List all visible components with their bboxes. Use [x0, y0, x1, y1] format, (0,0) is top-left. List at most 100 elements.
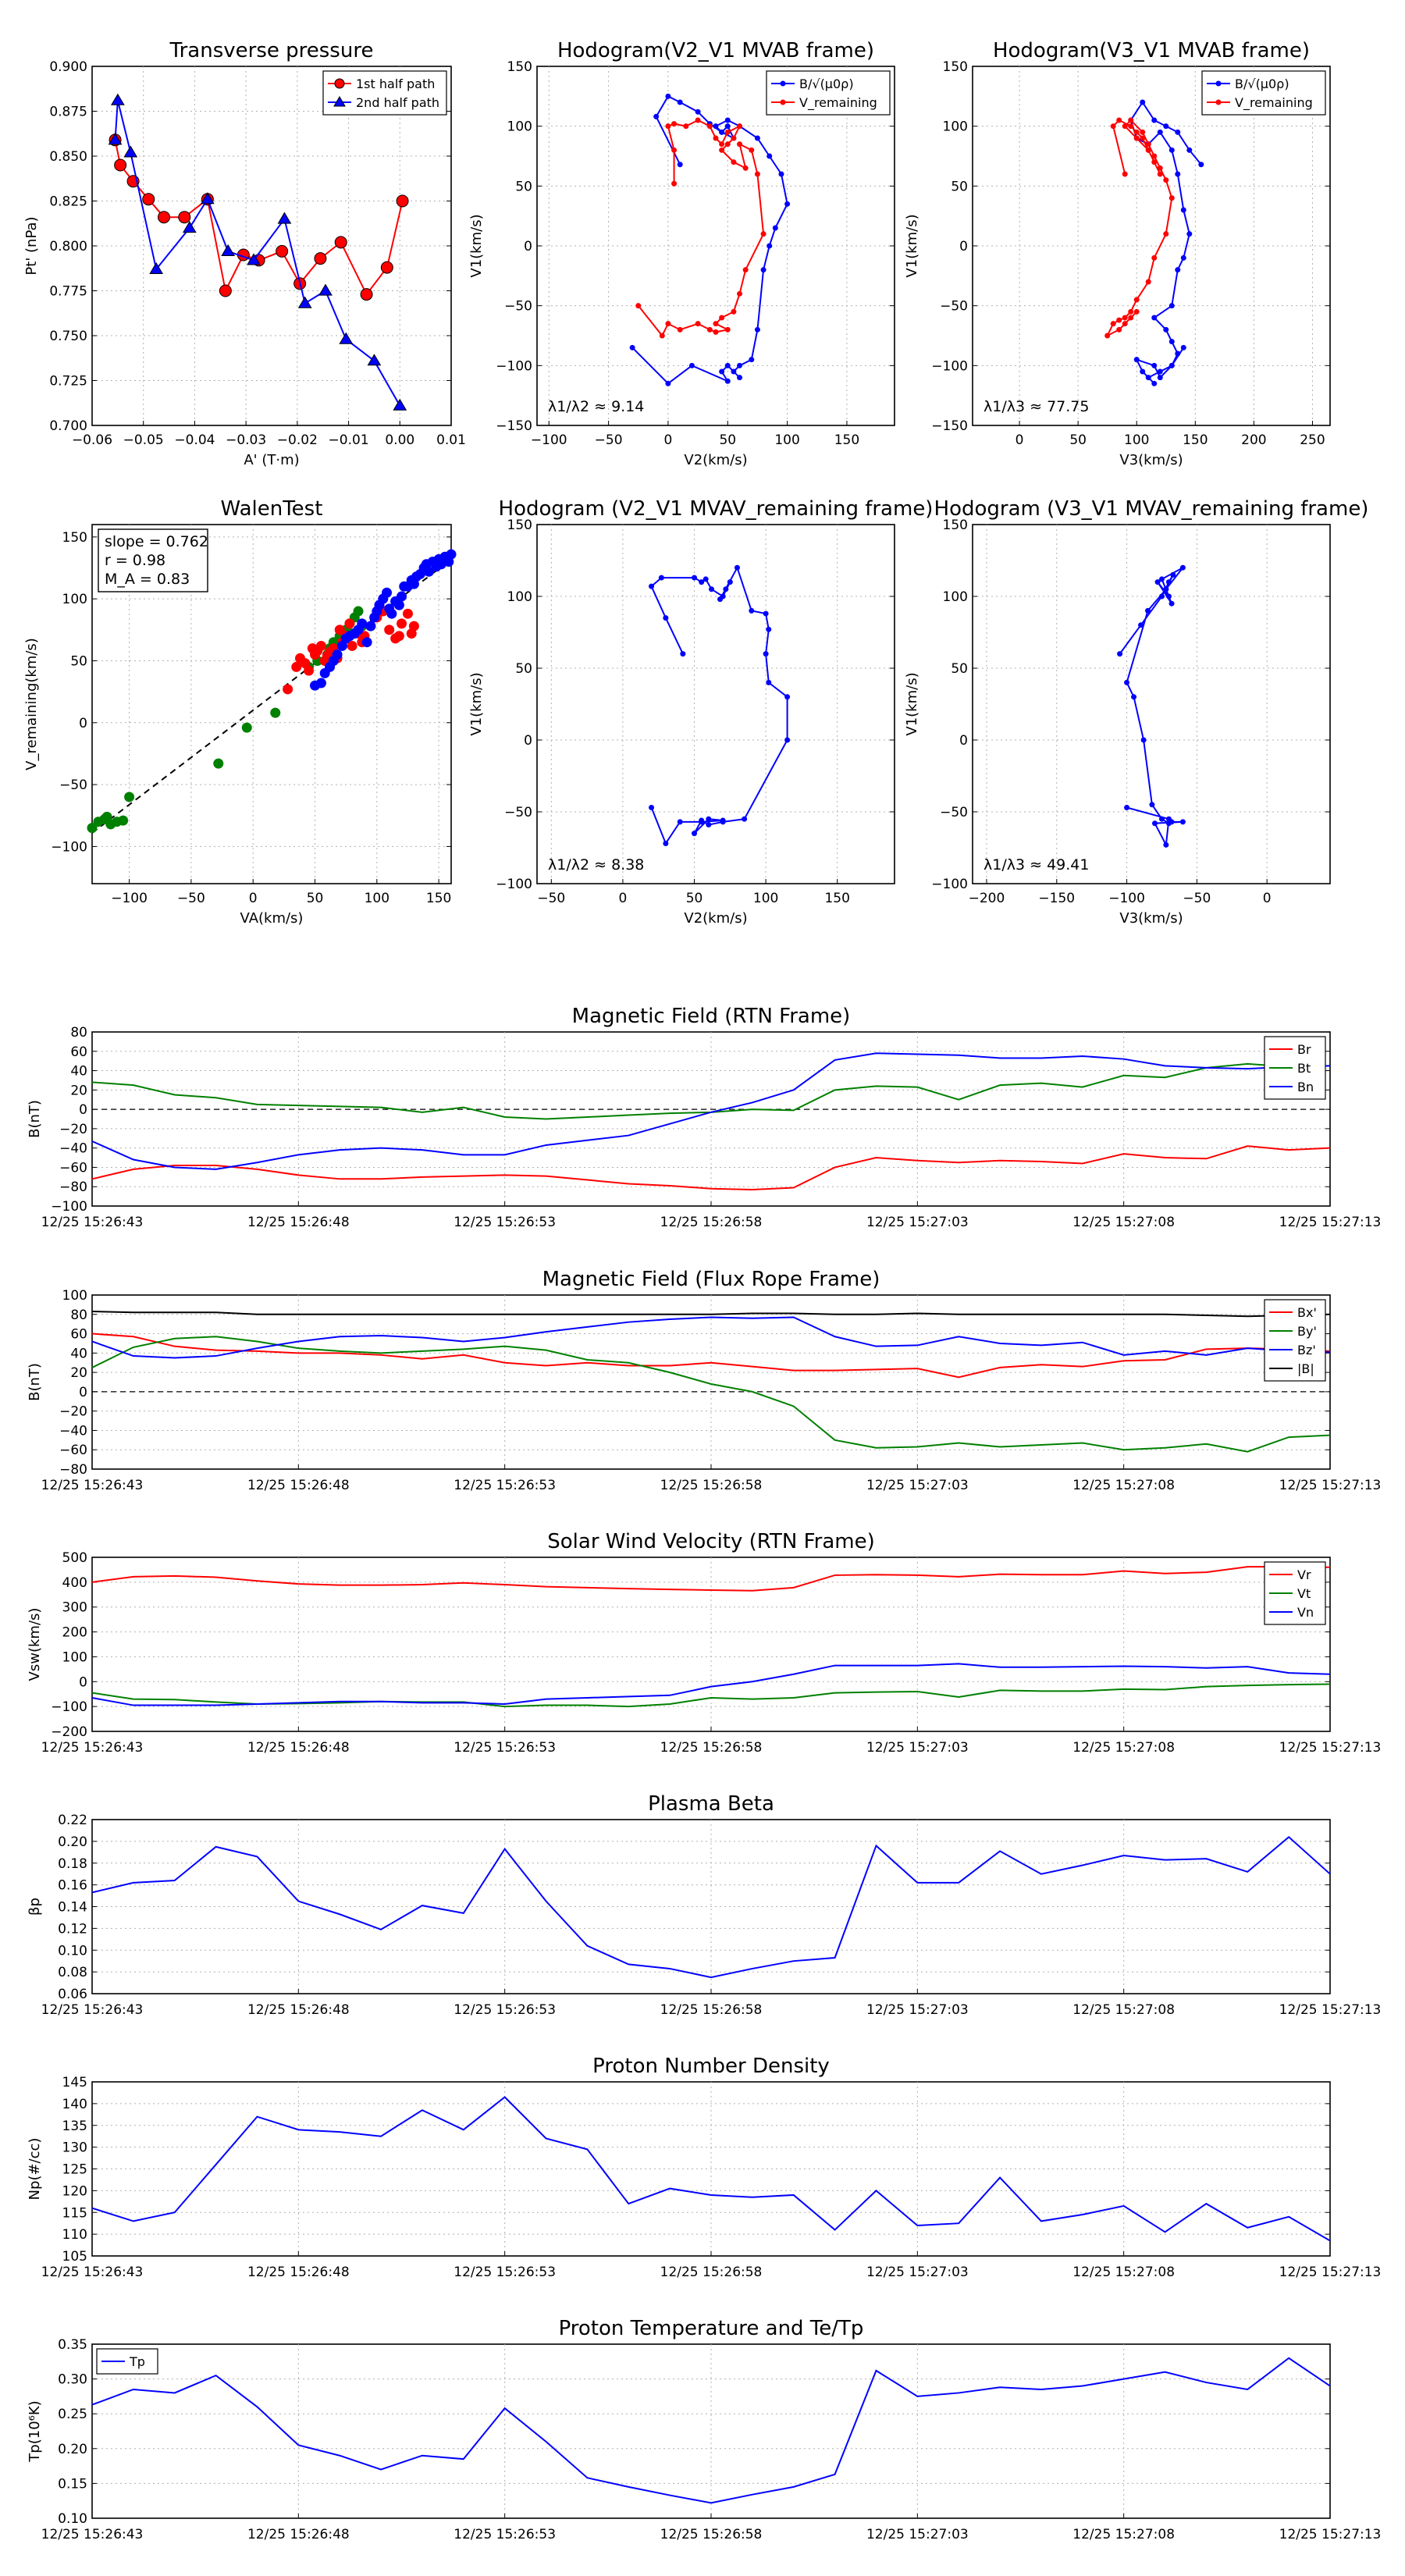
chart-title: Solar Wind Velocity (RTN Frame): [547, 1530, 874, 1553]
data-point: [737, 123, 743, 130]
x-tick-label: −0.06: [72, 432, 112, 448]
data-point: [659, 333, 665, 339]
chart-title: Proton Temperature and Te/Tp: [559, 2317, 864, 2340]
y-tick-label: 0: [79, 716, 87, 731]
data-point: [665, 93, 671, 99]
x-tick-label: 12/25 15:26:58: [660, 2002, 763, 2018]
legend-marker: [333, 96, 346, 107]
y-tick-label: −100: [51, 1199, 87, 1215]
y-tick-label: −20: [59, 1122, 87, 1137]
y-tick-label: 0.700: [49, 418, 87, 434]
x-tick-label: 150: [824, 891, 849, 906]
y-tick-label: 0.16: [58, 1878, 87, 1894]
data-point: [724, 362, 731, 368]
x-tick-label: 0: [1263, 891, 1272, 906]
x-tick-label: 12/25 15:26:43: [41, 2527, 144, 2542]
data-point: [386, 608, 397, 619]
data-point: [731, 135, 737, 141]
x-tick-label: 12/25 15:27:08: [1072, 2002, 1175, 2018]
legend-marker: [1215, 80, 1222, 87]
series-line-b: [91, 1311, 1331, 1318]
data-point: [1175, 350, 1181, 357]
plot-frame: [91, 1031, 1331, 1207]
y-tick-label: 0.06: [58, 1987, 87, 2002]
data-point: [767, 153, 773, 159]
data-point: [1149, 802, 1155, 808]
data-point: [663, 840, 669, 846]
chart-tp_temp: Proton Temperature and Te/Tp 0.10 0.15 0.20…: [27, 2317, 1381, 2542]
y-tick-label: −50: [504, 805, 532, 820]
data-point: [671, 180, 678, 187]
legend-label: Bz': [1297, 1343, 1316, 1357]
data-point: [763, 610, 769, 617]
data-point: [724, 378, 731, 384]
y-tick-label: 20: [70, 1365, 87, 1381]
x-axis-label: V3(km/s): [1119, 452, 1183, 468]
legend-marker: [334, 78, 345, 89]
data-point: [315, 640, 326, 651]
data-point: [1163, 841, 1169, 848]
x-tick-label: 12/25 15:26:53: [454, 1215, 556, 1230]
x-tick-label: −50: [595, 432, 623, 448]
data-point: [114, 158, 127, 172]
data-point: [1138, 622, 1144, 628]
data-point: [1168, 362, 1175, 368]
data-point: [1151, 254, 1158, 261]
y-tick-label: −150: [931, 418, 968, 434]
data-point: [1151, 153, 1158, 159]
x-tick-label: 12/25 15:26:43: [41, 2002, 144, 2018]
legend-box: [1264, 1036, 1326, 1100]
y-tick-label: 0.15: [58, 2476, 87, 2492]
data-point: [749, 147, 755, 153]
y-axis-label: Pt' (nPa): [23, 216, 40, 275]
data-point: [1165, 816, 1172, 822]
data-point: [297, 296, 312, 308]
data-point: [87, 823, 98, 834]
data-point: [692, 575, 698, 581]
data-point: [731, 308, 737, 315]
data-point: [713, 321, 719, 327]
x-axis-label: V3(km/s): [1119, 910, 1183, 927]
data-point: [270, 707, 281, 718]
data-point: [123, 145, 138, 158]
x-tick-label: 12/25 15:27:13: [1279, 2527, 1382, 2542]
legend: B/√(μ0ρ) V_remaining: [1201, 70, 1326, 116]
data-point: [695, 117, 701, 123]
x-tick-label: 12/25 15:27:03: [866, 1740, 969, 1756]
y-tick-label: 0.825: [49, 194, 87, 210]
series-line-2ndhalfpath: [114, 100, 401, 407]
stats-line: r = 0.98: [105, 552, 165, 569]
data-point: [1186, 147, 1193, 153]
series-line-vn: [91, 1663, 1331, 1706]
y-tick-label: 0.35: [58, 2337, 87, 2353]
data-point: [1157, 129, 1163, 135]
y-tick-label: 0: [79, 1385, 87, 1400]
legend: Vr Vt Vn: [1264, 1561, 1326, 1625]
data-point: [124, 792, 135, 802]
legend-label: Vn: [1297, 1605, 1314, 1620]
x-tick-label: 0: [1016, 432, 1024, 448]
data-point: [1145, 607, 1151, 614]
chart-title: Hodogram (V3_V1 MVAV_remaining frame): [934, 497, 1369, 521]
x-tick-label: 12/25 15:26:43: [41, 2265, 144, 2280]
data-point: [658, 575, 664, 581]
data-point: [731, 368, 737, 375]
y-tick-label: 120: [62, 2183, 87, 2199]
y-tick-label: 0.08: [58, 1965, 87, 1980]
y-tick-label: −60: [59, 1443, 87, 1458]
data-point: [1122, 123, 1128, 130]
data-point: [101, 811, 112, 822]
x-tick-label: −0.05: [123, 432, 164, 448]
y-tick-label: 150: [62, 530, 87, 546]
legend-label: 2nd half path: [356, 95, 439, 110]
data-point: [314, 252, 327, 265]
data-point: [688, 362, 695, 368]
data-point: [742, 816, 748, 822]
x-tick-label: 0: [664, 432, 673, 448]
data-point: [717, 596, 723, 603]
data-point: [665, 123, 671, 130]
data-point: [1179, 564, 1186, 571]
data-point: [1165, 579, 1172, 585]
data-point: [1133, 135, 1140, 141]
